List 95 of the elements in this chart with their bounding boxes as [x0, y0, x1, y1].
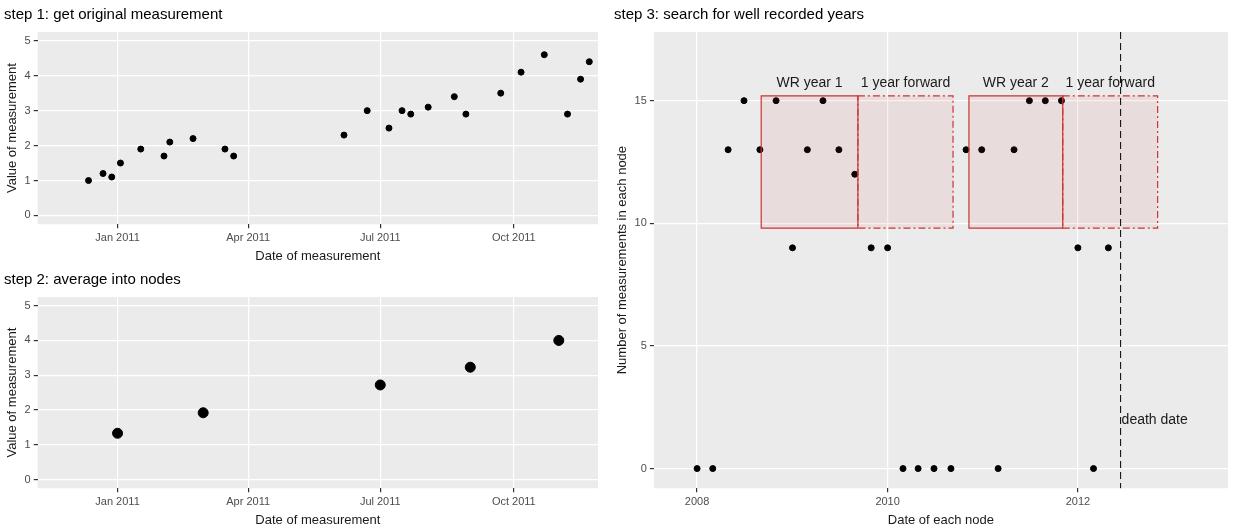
x-tick-label: Apr 2011	[226, 230, 271, 243]
x-tick-label: Oct 2011	[491, 230, 536, 243]
point	[962, 146, 970, 154]
y-tick-label: 1	[24, 173, 31, 186]
point	[1010, 146, 1018, 154]
point	[1074, 244, 1082, 252]
x-tick-label: Jan 2011	[95, 494, 140, 507]
point	[108, 173, 116, 181]
point	[835, 146, 843, 154]
point	[221, 145, 229, 153]
point	[899, 465, 907, 473]
chart-title: step 3: search for well recorded years	[614, 5, 865, 23]
y-tick-label: 5	[24, 298, 31, 311]
point	[363, 107, 371, 115]
chart-title: step 1: get original measurement	[4, 5, 224, 23]
point	[464, 361, 476, 373]
y-tick-label: 10	[634, 216, 647, 229]
point	[112, 427, 124, 439]
point	[867, 244, 875, 252]
x-axis-title: Date of each node	[887, 511, 995, 527]
point	[407, 110, 415, 118]
y-axis-title: Value of measurement	[4, 62, 20, 194]
point	[693, 465, 701, 473]
y-tick-label: 0	[24, 472, 31, 485]
x-tick-label: 2010	[875, 494, 900, 507]
band-label: 1 year forward	[1065, 73, 1155, 90]
x-tick-label: Jul 2011	[359, 230, 401, 243]
point	[564, 110, 572, 118]
point	[851, 170, 859, 178]
y-tick-label: 3	[24, 103, 31, 116]
point	[914, 465, 922, 473]
x-tick-label: Jul 2011	[359, 494, 401, 507]
y-axis-title: Number of measurements in each node	[614, 145, 630, 375]
x-axis-title: Date of measurement	[255, 511, 381, 527]
point	[1104, 244, 1112, 252]
point	[930, 465, 938, 473]
point	[978, 146, 986, 154]
point	[497, 89, 505, 97]
x-tick-label: Oct 2011	[491, 494, 536, 507]
chart-title: step 2: average into nodes	[4, 270, 181, 288]
y-tick-label: 0	[640, 461, 647, 474]
point	[1041, 97, 1049, 105]
point	[116, 159, 124, 167]
point	[197, 407, 209, 419]
y-axis-title: Value of measurement	[4, 327, 20, 458]
point	[788, 244, 796, 252]
point	[585, 58, 593, 66]
point	[398, 107, 406, 115]
point	[724, 146, 732, 154]
band-label: 1 year forward	[860, 73, 951, 90]
x-tick-label: 2008	[684, 494, 710, 507]
point	[85, 177, 93, 185]
point	[577, 75, 585, 83]
point	[517, 68, 525, 76]
point	[740, 97, 748, 105]
point	[772, 97, 780, 105]
y-tick-label: 2	[24, 138, 31, 151]
point	[462, 110, 470, 118]
point	[553, 334, 565, 346]
point	[340, 131, 348, 139]
y-tick-label: 0	[24, 208, 31, 221]
y-tick-label: 1	[24, 437, 31, 450]
point	[884, 244, 892, 252]
point	[385, 124, 393, 132]
point	[137, 145, 145, 153]
point	[1025, 97, 1033, 105]
point	[540, 51, 548, 59]
point	[947, 465, 955, 473]
point	[709, 465, 717, 473]
point	[450, 93, 458, 101]
x-axis-title: Date of measurement	[255, 247, 381, 263]
point	[374, 379, 386, 391]
point	[819, 97, 827, 105]
band-label: WR year 1	[776, 73, 843, 90]
point	[424, 103, 432, 111]
point	[189, 135, 197, 143]
point	[1090, 465, 1098, 473]
band-label: WR year 2	[982, 73, 1050, 90]
y-tick-label: 5	[24, 33, 31, 46]
y-tick-label: 4	[24, 333, 31, 346]
x-tick-label: Apr 2011	[226, 494, 271, 507]
point	[230, 152, 238, 160]
x-tick-label: Jan 2011	[95, 230, 140, 243]
y-tick-label: 4	[24, 68, 31, 81]
ref-line-label: death date	[1121, 410, 1189, 427]
point	[160, 152, 168, 160]
y-tick-label: 15	[634, 93, 647, 106]
y-tick-label: 3	[24, 368, 31, 381]
point	[166, 138, 174, 146]
y-tick-label: 5	[640, 338, 647, 351]
point	[803, 146, 811, 154]
point	[99, 170, 107, 178]
y-tick-label: 2	[24, 403, 31, 416]
point	[994, 465, 1002, 473]
x-tick-label: 2012	[1065, 494, 1091, 507]
